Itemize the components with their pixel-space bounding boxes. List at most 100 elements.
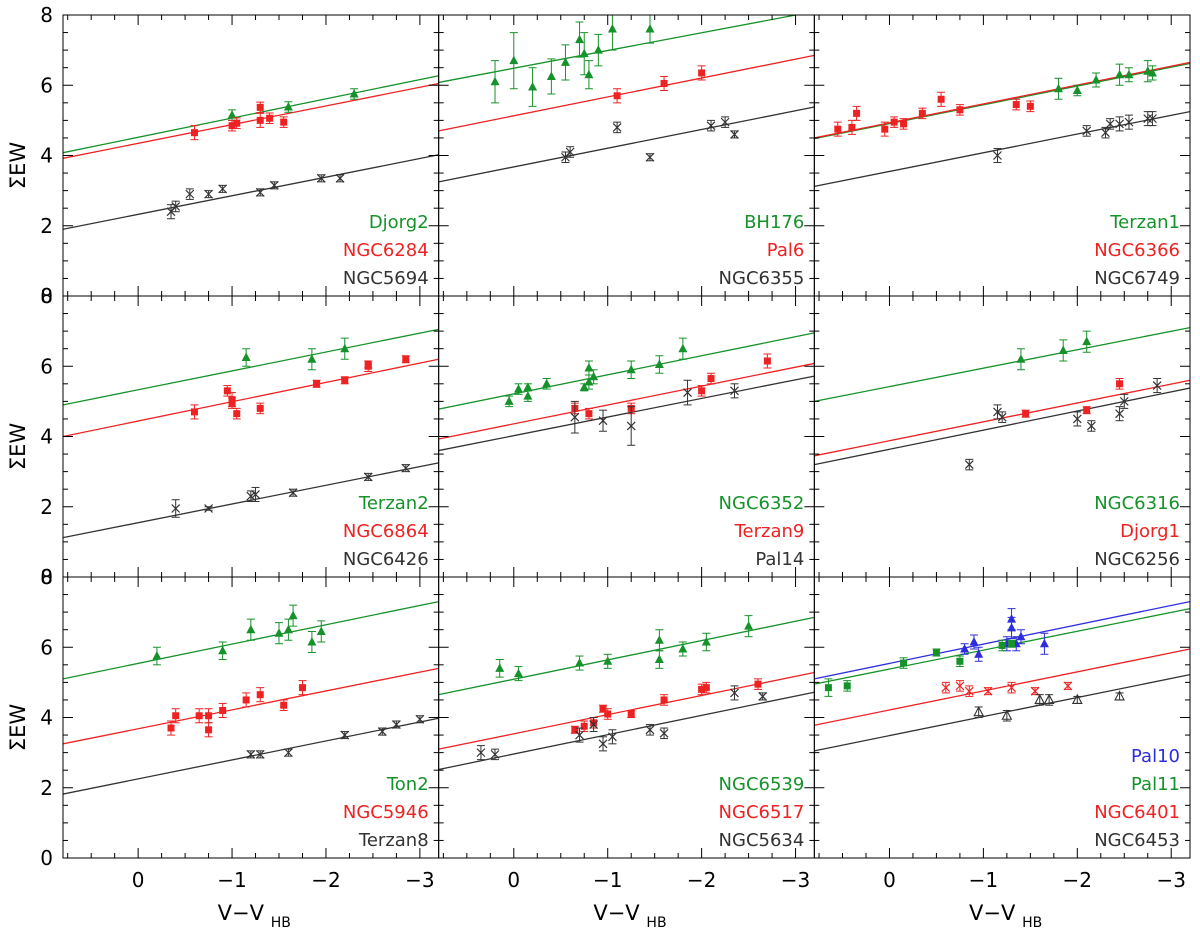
- triangle-marker: [1115, 69, 1125, 79]
- square-marker: [298, 684, 306, 692]
- data-point: [401, 355, 410, 364]
- square-marker: [313, 380, 321, 388]
- x-tick-label: −3: [1156, 868, 1185, 892]
- legend-entry-NGC6366: NGC6366: [1094, 240, 1180, 261]
- data-point: [575, 655, 585, 671]
- cross-marker: [363, 472, 373, 482]
- data-point: [312, 379, 321, 388]
- data-point: [204, 189, 213, 199]
- cross-marker: [269, 180, 279, 190]
- data-point: [1034, 693, 1046, 706]
- fit-line-NGC6256: [814, 387, 1190, 466]
- data-point: [720, 116, 730, 128]
- data-point: [899, 118, 908, 130]
- square-marker: [167, 724, 175, 732]
- legend-entry-NGC6401: NGC6401: [1094, 802, 1180, 823]
- data-point: [349, 88, 359, 100]
- series-Terzan2: [241, 337, 350, 371]
- cross-marker: [645, 725, 655, 735]
- x-axis-label-subscript: HB: [1022, 915, 1042, 931]
- y-axis-label: ΣEW: [6, 704, 30, 752]
- triangle-marker: [528, 82, 538, 91]
- data-point: [1143, 111, 1153, 127]
- square-marker: [843, 682, 851, 690]
- series-Pal11: [824, 639, 1016, 697]
- legend-entry-Terzan8: Terzan8: [358, 830, 429, 851]
- data-point: [204, 722, 213, 738]
- data-point: [316, 620, 326, 643]
- y-tick-label: 4: [40, 425, 53, 449]
- triangle-marker: [513, 384, 523, 393]
- series-Terzan9: [570, 353, 772, 420]
- triangle-marker: [678, 343, 688, 353]
- fit-line-NGC5694: [63, 154, 439, 230]
- data-point: [495, 659, 505, 678]
- triangle-marker: [283, 102, 293, 111]
- data-point: [603, 653, 613, 669]
- square-marker: [585, 410, 593, 418]
- y-tick-label: 2: [40, 495, 53, 519]
- data-point: [678, 337, 688, 360]
- data-point: [283, 618, 293, 641]
- legend-entry-Pal14: Pal14: [755, 549, 804, 570]
- cross-marker: [1086, 421, 1096, 431]
- x-tick-label: −2: [1063, 868, 1092, 892]
- x-tick-label: −1: [593, 868, 622, 892]
- square-marker: [881, 125, 889, 133]
- data-point: [843, 680, 852, 692]
- data-point: [1115, 116, 1124, 132]
- data-point: [974, 646, 984, 662]
- square-marker: [256, 103, 264, 111]
- data-point: [1054, 77, 1064, 100]
- triangle-marker: [645, 24, 655, 33]
- square-marker: [402, 355, 410, 363]
- triangle-marker: [654, 359, 664, 368]
- cross-marker: [255, 187, 265, 197]
- square-marker: [280, 701, 288, 709]
- cross-marker: [941, 683, 951, 693]
- y-tick-label: 8: [40, 565, 53, 589]
- x-tick-label: 0: [883, 868, 896, 892]
- data-point: [1082, 406, 1091, 415]
- cross-marker: [1124, 117, 1134, 127]
- data-point: [964, 458, 974, 471]
- data-point: [1058, 339, 1068, 362]
- data-point: [575, 21, 585, 58]
- series-Djorg1: [1021, 378, 1124, 418]
- square-marker: [599, 705, 607, 713]
- triangle-marker: [584, 69, 594, 79]
- legend-entry-Djorg1: Djorg1: [1120, 521, 1180, 542]
- data-point: [1039, 632, 1049, 655]
- fit-line-NGC6749: [814, 110, 1190, 188]
- triangle-marker: [546, 71, 556, 80]
- data-point: [316, 173, 326, 183]
- series-Djorg2: [227, 88, 359, 121]
- square-marker: [937, 95, 945, 103]
- data-point: [575, 727, 584, 743]
- data-point: [645, 152, 655, 162]
- triangle-marker: [1124, 69, 1134, 79]
- data-point: [523, 390, 533, 402]
- data-point: [251, 486, 260, 502]
- triangle-marker: [218, 645, 228, 655]
- data-point: [1124, 114, 1134, 130]
- square-marker: [172, 712, 180, 720]
- triangle-marker: [1091, 74, 1101, 84]
- fit-line-NGC5634: [438, 691, 815, 771]
- legend-entry-NGC5946: NGC5946: [343, 802, 429, 823]
- cross-marker: [1063, 681, 1073, 691]
- panel-1: [63, 75, 439, 230]
- square-marker: [1083, 406, 1091, 414]
- y-tick-label: 0: [40, 565, 53, 589]
- cross-marker: [171, 504, 181, 513]
- x-axis-label-subscript: HB: [271, 915, 291, 931]
- square-marker: [341, 376, 349, 384]
- triangle-marker: [542, 378, 552, 388]
- data-point: [964, 685, 974, 697]
- data-point: [255, 187, 265, 197]
- triangle-marker: [969, 636, 979, 646]
- data-point: [593, 33, 603, 67]
- cross-marker: [730, 688, 739, 698]
- data-point: [1101, 126, 1110, 139]
- triangle-marker: [579, 48, 589, 58]
